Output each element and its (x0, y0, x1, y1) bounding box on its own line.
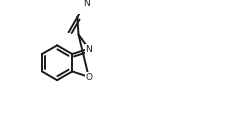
Text: N: N (83, 0, 89, 8)
Text: O: O (85, 73, 92, 82)
Text: N: N (85, 45, 92, 54)
